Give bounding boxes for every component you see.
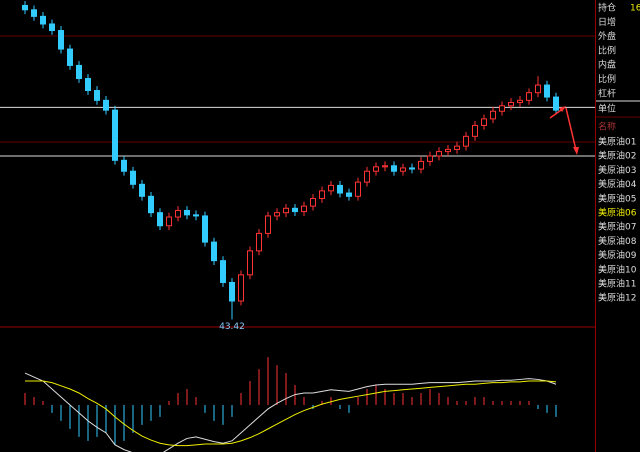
contract-item[interactable]: 美原油10 [598, 263, 637, 275]
candle-body [247, 250, 253, 276]
candle-body [31, 9, 37, 17]
candle-body [400, 167, 406, 172]
candle-body [49, 23, 55, 32]
contract-item[interactable]: 美原油05 [598, 192, 636, 204]
unit-label: 单位 [598, 103, 616, 115]
low-label: 43.42 [219, 322, 245, 332]
candle-chart: 65.71 43.42 [0, 0, 595, 332]
contract-item[interactable]: 美原油06 [598, 207, 637, 219]
candle-body [445, 148, 451, 153]
candle-body [310, 197, 316, 207]
candle-body [481, 118, 487, 126]
contract-item[interactable]: 美原油07 [598, 221, 636, 233]
field-label: 比例 [598, 73, 616, 85]
candle-body [220, 260, 226, 283]
candle-body [238, 274, 244, 302]
contract-item[interactable]: 美原油02 [598, 150, 636, 162]
candle-body [409, 167, 415, 170]
candle-body [328, 184, 334, 192]
macd-chart [24, 357, 557, 452]
contract-item[interactable]: 美原油09 [598, 249, 637, 261]
field-label: 持仓 [598, 2, 616, 14]
candle-body [292, 207, 298, 213]
macd-dea-line [25, 380, 557, 447]
candle-body [40, 15, 46, 25]
field-label: 比例 [598, 44, 616, 56]
candle-body [301, 205, 307, 213]
candle-body [418, 160, 424, 170]
candle-body [472, 124, 478, 137]
candle-body [157, 212, 163, 227]
field-label: 日增 [598, 16, 616, 28]
candle-body [202, 215, 208, 243]
side-panel: 16-持仓日增外盘比例内盘比例杠杆单位名称美原油01美原油02美原油03美原油0… [596, 2, 640, 304]
candle-body [337, 184, 343, 194]
candle-body [94, 90, 100, 101]
candle-body [553, 96, 559, 111]
candle-body [130, 170, 136, 185]
field-label: 外盘 [598, 30, 616, 42]
candle-body [121, 159, 127, 172]
candle-body [184, 209, 190, 216]
candle-body [544, 84, 550, 98]
contract-item[interactable]: 美原油03 [598, 164, 636, 176]
corner-value: 16- [630, 4, 640, 14]
candle-body [373, 166, 379, 172]
candle-body [517, 99, 523, 104]
candle-body [103, 99, 109, 111]
candle-body [454, 145, 460, 150]
candle-body [436, 151, 442, 157]
candle-body [85, 78, 91, 92]
candle-body [274, 212, 280, 217]
candle-body [211, 241, 217, 262]
candle-body [193, 214, 199, 217]
macd-dif-line [24, 372, 557, 452]
candle-body [58, 30, 64, 50]
candle-body [364, 170, 370, 183]
candle-body [139, 183, 145, 197]
candle-body [490, 110, 496, 120]
contract-item[interactable]: 美原油11 [598, 278, 636, 290]
candle-body [148, 195, 154, 214]
candle-body [355, 181, 361, 197]
candle-body [22, 4, 28, 11]
contract-item[interactable]: 美原油12 [598, 292, 636, 304]
candle-body [346, 192, 352, 197]
candle-body [463, 135, 469, 147]
contract-item[interactable]: 美原油08 [598, 235, 637, 247]
contract-item[interactable]: 美原油01 [598, 136, 636, 148]
high-label: 65.71 [12, 0, 38, 1]
candle-body [391, 165, 397, 172]
field-label: 内盘 [598, 59, 616, 71]
candle-body [319, 190, 325, 199]
candle-body [67, 48, 73, 66]
candle-body [175, 209, 181, 218]
candle-body [427, 155, 433, 162]
annotation-arrows [549, 106, 579, 155]
candle-body [256, 232, 262, 252]
candle-body [76, 64, 82, 80]
candle-body [526, 92, 532, 101]
candle-body [265, 215, 271, 234]
candle-body [112, 109, 118, 161]
candle-body [535, 84, 541, 94]
candle-body [508, 102, 514, 107]
name-header: 名称 [598, 121, 616, 133]
candle-body [283, 207, 289, 214]
candle-body [229, 281, 235, 302]
candle-body [382, 165, 388, 168]
contract-item[interactable]: 美原油04 [598, 178, 637, 190]
candle-body [499, 105, 505, 112]
candle-body [166, 216, 172, 227]
field-label: 杠杆 [598, 87, 616, 99]
